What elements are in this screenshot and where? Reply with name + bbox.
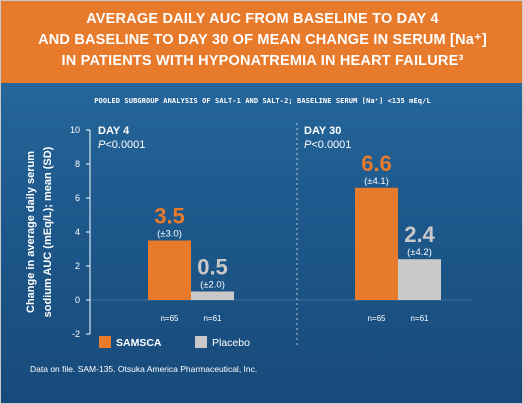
n-label: n=61 xyxy=(203,314,222,323)
data-label-value: 6.6 xyxy=(361,151,392,176)
y-tick-label: 10 xyxy=(70,125,80,135)
y-axis-label-line-2: sodium AUC (mEq/L); mean (SD) xyxy=(42,146,54,317)
footnote: Data on file. SAM-135. Otsuka America Ph… xyxy=(30,364,258,374)
legend-swatch-samsca xyxy=(99,336,111,348)
data-label-sd: (±4.1) xyxy=(364,176,389,187)
chart-header: AVERAGE DAILY AUC FROM BASELINE TO DAY 4… xyxy=(1,1,522,83)
y-tick-label: -2 xyxy=(72,329,80,339)
n-label: n=65 xyxy=(160,314,179,323)
y-tick-label: 2 xyxy=(75,261,80,271)
data-label-sd: (±4.2) xyxy=(407,247,432,258)
data-label-value: 3.5 xyxy=(154,204,185,229)
group-label: DAY 4 xyxy=(98,125,130,137)
n-label: n=65 xyxy=(367,314,386,323)
bar-samsca-1 xyxy=(148,240,191,300)
data-label-value: 0.5 xyxy=(197,255,228,280)
legend-label-placebo: Placebo xyxy=(212,337,250,349)
pvalue-symbol: P xyxy=(98,139,106,151)
data-label-value: 2.4 xyxy=(404,222,435,247)
y-tick-label: 8 xyxy=(75,159,80,169)
y-axis-label-line-1: Change in average daily serum xyxy=(25,151,37,313)
pvalue-value: <0.0001 xyxy=(311,139,351,151)
chart-subtitle: POOLED SUBGROUP ANALYSIS OF SALT-1 AND S… xyxy=(94,97,431,105)
chart-title-line-3: IN PATIENTS WITH HYPONATREMIA IN HEART F… xyxy=(61,53,464,69)
bar-samsca-2 xyxy=(355,187,398,300)
bar-placebo-1 xyxy=(191,291,234,300)
chart-title-line-2: AND BASELINE TO DAY 30 OF MEAN CHANGE IN… xyxy=(38,32,487,48)
data-label-sd: (±2.0) xyxy=(200,280,225,291)
y-tick-label: 6 xyxy=(75,193,80,203)
group-pvalue: P<0.0001 xyxy=(98,139,145,151)
group-pvalue: P<0.0001 xyxy=(304,139,351,151)
y-tick-label: 0 xyxy=(75,295,80,305)
legend-label-samsca: SAMSCA xyxy=(116,337,162,349)
group-label: DAY 30 xyxy=(304,125,341,137)
legend-swatch-placebo xyxy=(195,336,207,348)
n-label: n=61 xyxy=(410,314,429,323)
data-label-sd: (±3.0) xyxy=(157,229,182,240)
y-tick-label: 4 xyxy=(75,227,80,237)
chart-title-line-1: AVERAGE DAILY AUC FROM BASELINE TO DAY 4 xyxy=(86,11,439,27)
pvalue-symbol: P xyxy=(304,139,312,151)
bar-placebo-2 xyxy=(398,259,441,300)
pvalue-value: <0.0001 xyxy=(105,139,145,151)
